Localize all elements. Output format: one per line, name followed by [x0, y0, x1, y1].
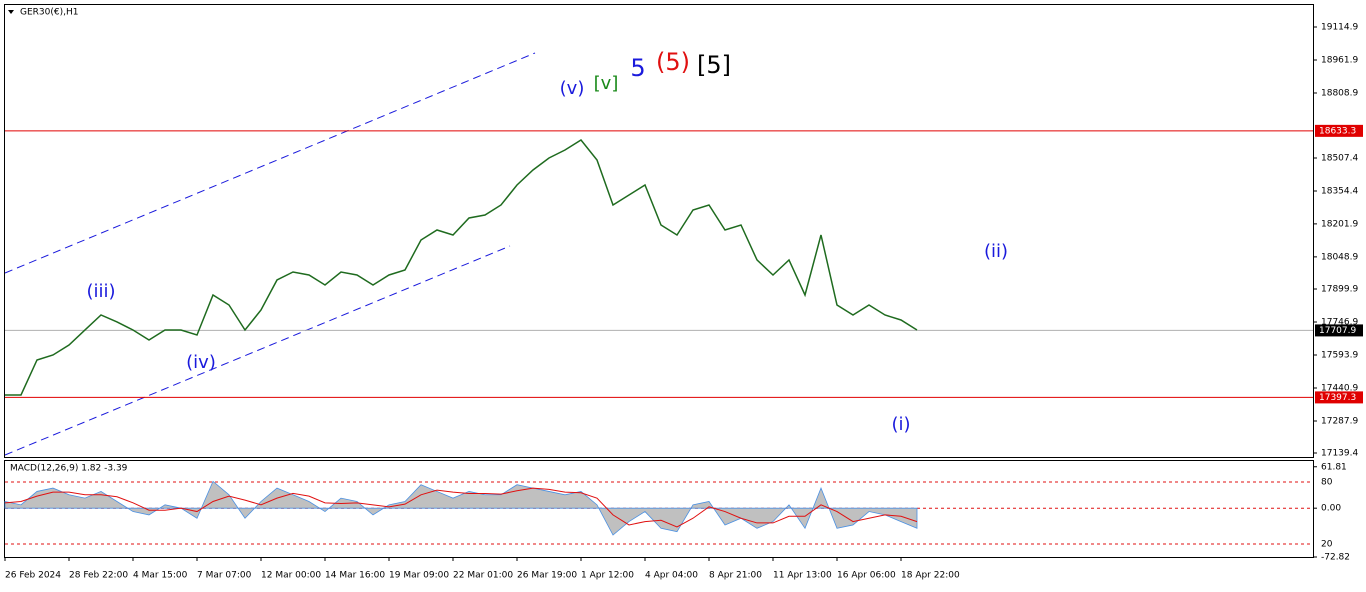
y-tick-label: 18808.9 [1321, 88, 1358, 98]
price-tag-label: 17397.3 [1319, 393, 1356, 403]
wave-label: (5) [656, 48, 690, 76]
x-tick-label: 4 Mar 15:00 [133, 571, 188, 581]
y-tick-label: 17287.9 [1321, 416, 1358, 426]
x-tick-label: 16 Apr 06:00 [837, 571, 896, 581]
y-tick-label: 17593.9 [1321, 350, 1358, 360]
x-tick-label: 11 Apr 13:00 [773, 571, 832, 581]
level-label: 20 [1321, 539, 1333, 549]
wave-label: (v) [560, 78, 585, 99]
macd-tick-label: 0.00 [1321, 504, 1341, 514]
y-tick-label: 17899.9 [1321, 285, 1358, 295]
price-frame [4, 4, 1314, 458]
price-tag-label: 17707.9 [1319, 326, 1356, 336]
wave-label: (iv) [186, 352, 216, 373]
x-tick-label: 8 Apr 21:00 [709, 571, 762, 581]
macd-frame [4, 460, 1314, 558]
x-tick-label: 22 Mar 01:00 [453, 571, 513, 581]
macd-histogram [4, 480, 918, 536]
y-tick-label: 17440.9 [1321, 383, 1358, 393]
macd-tick-label: -72.82 [1321, 553, 1350, 563]
wave-label: 5 [630, 54, 645, 82]
macd-tick-label: 61.81 [1321, 462, 1347, 472]
wave-label: [v] [594, 73, 619, 94]
y-tick-label: 18048.9 [1321, 252, 1358, 262]
wave-label: (iii) [86, 281, 115, 302]
channel-line [4, 52, 536, 274]
x-tick-label: 4 Apr 04:00 [645, 571, 698, 581]
menu-arrow[interactable] [8, 10, 14, 14]
price-tag [1315, 391, 1363, 404]
x-tick-label: 26 Feb 2024 [5, 571, 61, 581]
x-tick-label: 1 Apr 12:00 [581, 571, 634, 581]
chart-title: GER30(€),H1 [20, 8, 78, 18]
x-tick-label: 28 Feb 22:00 [69, 571, 128, 581]
x-tick-label: 19 Mar 09:00 [389, 571, 449, 581]
y-tick-label: 18354.4 [1321, 186, 1358, 196]
wave-label: [5] [697, 51, 731, 79]
level-label: 80 [1321, 477, 1333, 487]
y-tick-label: 17139.4 [1321, 449, 1358, 459]
x-tick-label: 18 Apr 22:00 [901, 571, 960, 581]
x-tick-label: 7 Mar 07:00 [197, 571, 252, 581]
x-tick-label: 14 Mar 16:00 [325, 571, 385, 581]
y-tick-label: 19114.9 [1321, 22, 1358, 32]
y-tick-label: 18961.9 [1321, 55, 1358, 65]
x-tick-label: 26 Mar 19:00 [517, 571, 577, 581]
price-tag [1315, 324, 1363, 337]
price-line-series [5, 139, 918, 396]
macd-signal [4, 487, 918, 528]
y-tick-label: 17746.9 [1321, 318, 1358, 328]
macd-title: MACD(12,26,9) 1.82 -3.39 [10, 464, 128, 474]
x-tick-label: 12 Mar 00:00 [261, 571, 321, 581]
price-tag [1315, 124, 1363, 137]
y-tick-label: 18201.9 [1321, 219, 1358, 229]
y-tick-label: 18507.4 [1321, 154, 1358, 164]
wave-label: (i) [891, 414, 910, 435]
price-tag-label: 18633.3 [1319, 126, 1356, 136]
wave-label: (ii) [984, 241, 1008, 262]
channel-line [4, 245, 511, 456]
